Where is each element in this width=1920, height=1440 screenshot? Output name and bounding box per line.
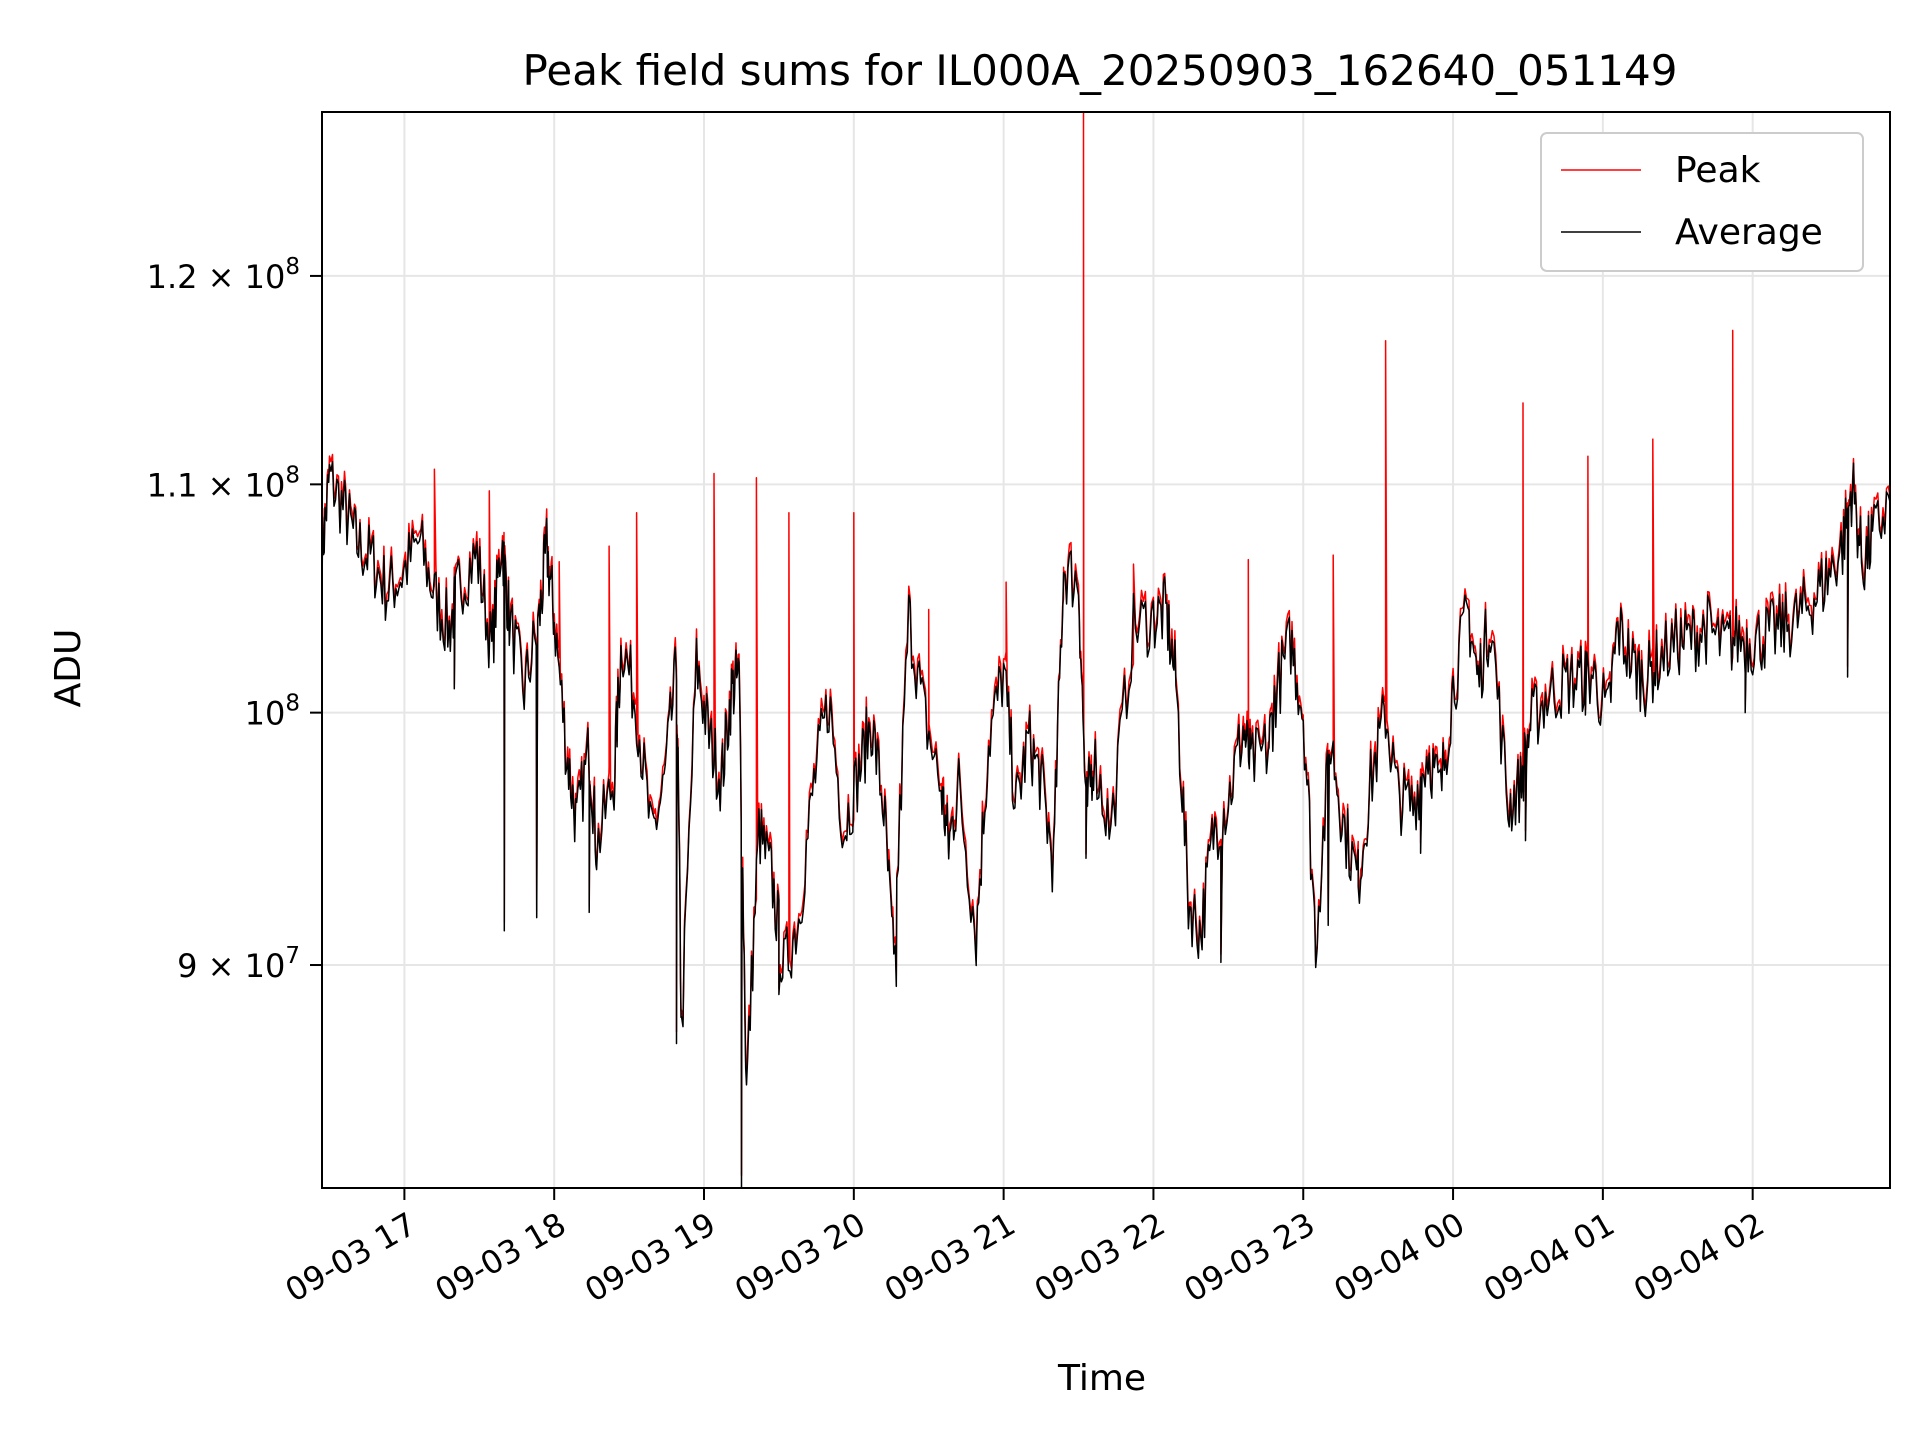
legend-average-label: Average [1675,212,1823,253]
chart-title: Peak field sums for IL000A_20250903_1626… [523,46,1678,95]
legend-peak-label: Peak [1675,150,1761,191]
grid [322,112,1890,1188]
x-axis-label: Time [1057,1358,1146,1399]
legend: Peak Average [1540,132,1864,272]
y-tick-label: 1.1 × 108 [147,462,300,504]
legend-box [1540,132,1864,272]
axes-frame [321,111,1891,1189]
y-tick-label: 9 × 107 [177,943,300,985]
y-axis-label: ADU [48,629,89,708]
plot-area [322,112,1890,1188]
average-series-line [322,460,1890,1188]
y-tick-label: 1.2 × 108 [147,254,300,296]
